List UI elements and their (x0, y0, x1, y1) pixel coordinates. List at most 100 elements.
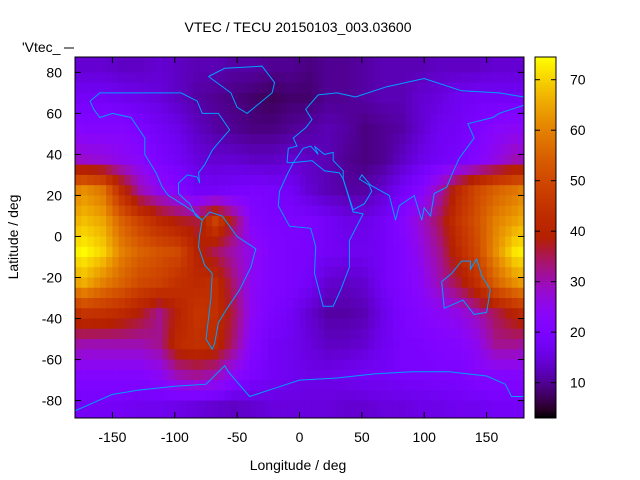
heatmap-cell (486, 82, 494, 94)
heatmap-cell (249, 359, 257, 371)
heatmap-cell (243, 267, 251, 279)
heatmap-cell (224, 82, 232, 94)
heatmap-cell (499, 205, 506, 217)
heatmap-cell (511, 92, 519, 104)
heatmap-cell (517, 339, 524, 350)
heatmap-cell (212, 410, 220, 418)
heatmap-cell (411, 174, 419, 186)
heatmap-cell (131, 205, 138, 217)
heatmap-cell (218, 400, 226, 412)
heatmap-cell (299, 359, 307, 371)
heatmap-cell (355, 339, 363, 350)
heatmap-cell (262, 287, 269, 299)
heatmap-cell (393, 308, 400, 320)
heatmap-cell (330, 57, 338, 63)
heatmap-cell (368, 277, 375, 289)
heatmap-cell (212, 226, 220, 238)
heatmap-cell (424, 308, 432, 320)
heatmap-cell (330, 103, 338, 115)
heatmap-cell (199, 298, 207, 309)
heatmap-cell (374, 174, 382, 186)
heatmap-cell (205, 226, 213, 238)
heatmap-cell (112, 133, 120, 145)
heatmap-cell (181, 277, 188, 289)
heatmap-cell (224, 92, 232, 104)
heatmap-cell (380, 154, 388, 166)
heatmap-cell (174, 287, 182, 299)
heatmap-cell (237, 174, 244, 186)
heatmap-cell (274, 318, 282, 330)
heatmap-cell (449, 174, 457, 186)
heatmap-cell (343, 205, 350, 217)
heatmap-cell (486, 144, 494, 156)
heatmap-cell (305, 318, 313, 330)
heatmap-cell (467, 226, 475, 238)
heatmap-cell (149, 205, 157, 217)
heatmap-cell (249, 236, 257, 248)
heatmap-cell (174, 57, 182, 63)
heatmap-cell (305, 62, 313, 73)
heatmap-cell (181, 164, 188, 176)
heatmap-cell (486, 298, 494, 309)
heatmap-cell (330, 215, 338, 227)
heatmap-cell (336, 410, 344, 418)
heatmap-cell (118, 298, 126, 309)
heatmap-cell (255, 328, 263, 340)
heatmap-cell (311, 400, 319, 412)
heatmap-cell (162, 380, 170, 391)
heatmap-cell (262, 390, 269, 402)
heatmap-cell (442, 277, 450, 289)
heatmap-cell (461, 318, 469, 330)
heatmap-cell (112, 400, 120, 412)
heatmap-cell (511, 174, 519, 186)
heatmap-cell (243, 236, 251, 248)
heatmap-cell (330, 113, 338, 125)
heatmap-cell (380, 328, 388, 340)
heatmap-cell (168, 328, 176, 340)
heatmap-cell (156, 62, 163, 73)
heatmap-cell (480, 174, 488, 186)
heatmap-cell (149, 339, 157, 350)
heatmap-cell (137, 185, 145, 197)
heatmap-cell (467, 328, 475, 340)
heatmap-cell (187, 226, 195, 238)
heatmap-cell (318, 205, 326, 217)
heatmap-cell (162, 349, 170, 361)
heatmap-cell (230, 287, 238, 299)
heatmap-cell (87, 113, 95, 125)
heatmap-cell (280, 359, 288, 371)
heatmap-cell (255, 369, 263, 381)
heatmap-cell (318, 57, 326, 63)
heatmap-cell (424, 195, 432, 207)
heatmap-cell (474, 349, 481, 361)
heatmap-cell (262, 195, 269, 207)
heatmap-cell (249, 369, 257, 381)
heatmap-cell (311, 185, 319, 197)
heatmap-cell (374, 277, 382, 289)
heatmap-cell (343, 103, 350, 115)
heatmap-cell (168, 57, 176, 63)
heatmap-cell (280, 92, 288, 104)
heatmap-cell (467, 205, 475, 217)
heatmap-cell (380, 113, 388, 125)
heatmap-cell (299, 174, 307, 186)
heatmap-cell (293, 123, 301, 135)
heatmap-cell (436, 246, 444, 258)
heatmap-cell (287, 72, 294, 84)
heatmap-cell (255, 82, 263, 94)
heatmap-cell (262, 144, 269, 156)
heatmap-cell (467, 144, 475, 156)
heatmap-cell (168, 298, 176, 309)
heatmap-cell (287, 308, 294, 320)
heatmap-cell (137, 359, 145, 371)
heatmap-cell (205, 328, 213, 340)
heatmap-cell (230, 205, 238, 217)
heatmap-cell (162, 164, 170, 176)
heatmap-cell (118, 349, 126, 361)
heatmap-cell (124, 174, 132, 186)
heatmap-cell (193, 62, 201, 73)
heatmap-cell (368, 154, 375, 166)
heatmap-cell (287, 62, 294, 73)
heatmap-cell (287, 339, 294, 350)
